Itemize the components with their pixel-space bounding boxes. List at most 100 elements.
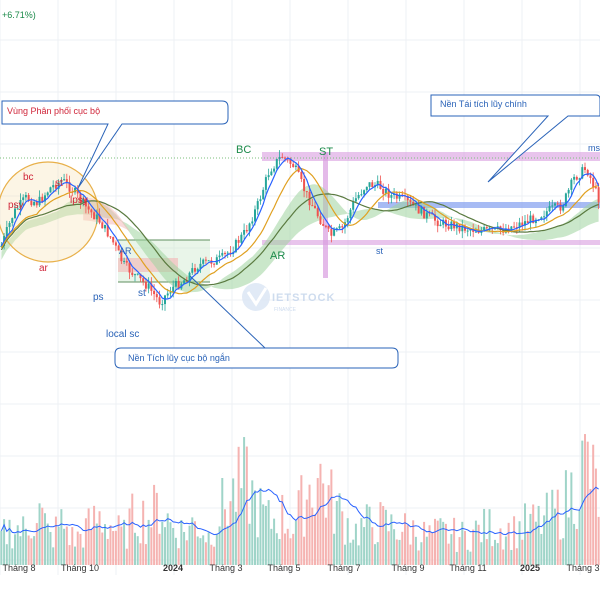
volume-bar [480,542,483,565]
volume-bar [84,518,87,565]
volume-bar [245,446,248,565]
volume-bar [38,503,41,565]
volume-bar [93,505,96,565]
candle-body [177,280,180,289]
volume-bar [139,543,142,565]
candle-body [237,239,240,243]
volume-bar [123,519,126,565]
volume-bar [510,549,513,565]
volume-bar [384,509,387,565]
candle-body [264,177,267,190]
candle-body [95,214,98,220]
volume-bar [221,478,224,565]
candle-body [513,226,516,228]
volume-bar [204,542,207,565]
candle-body [316,208,319,217]
volume-bar [164,527,166,565]
volume-bar [264,505,267,565]
volume-bar [447,543,450,565]
volume-bar [524,503,526,565]
volume-bar [54,516,57,565]
candle-body [406,195,409,201]
volume-bar [202,535,205,565]
volume-bar [316,478,319,565]
volume-bar [60,509,63,565]
volume-bar [346,518,349,565]
candle-body [434,214,436,221]
watermark-text: IETSTOCK [272,292,335,304]
volume-bar [284,533,286,565]
volume-bar [540,533,543,565]
volume-bar [180,520,183,565]
volume-bar [311,507,314,565]
volume-bar [592,444,595,565]
callout-short-accumulation-text: Nền Tích lũy cục bộ ngắn [128,353,230,363]
volume-bar [573,523,576,565]
candle-body [254,209,256,222]
candle-body [562,206,565,211]
label-AR: AR [270,250,285,262]
candle-body [474,231,477,233]
volume-bar [196,536,199,565]
volume-bar [570,472,573,565]
candle-body [551,205,554,207]
label-BC: BC [236,144,251,156]
candle-body [161,304,164,306]
candle-body [436,220,439,227]
volume-bar [360,518,363,565]
volume-bar [491,546,494,565]
candle-body [300,171,303,180]
candle-body [144,281,147,289]
candle-body [322,224,325,226]
volume-bar [259,487,262,565]
candle-body [398,194,401,199]
volume-bar [308,484,311,565]
volume-bar [469,551,472,565]
candle-body [273,168,276,172]
volume-bar [213,546,216,565]
volume-bar [161,521,164,565]
candle-body [344,222,346,228]
candle-body [142,278,145,282]
label-bc: bc [23,172,34,183]
ma-mid-line [0,167,599,295]
volume-bar [35,523,38,565]
volume-bar [33,536,36,565]
candle-body [324,225,327,227]
volume-bar [483,508,486,565]
candle-body [592,177,595,188]
candle-body [357,194,360,199]
candle-body [164,295,166,305]
volume-bar [442,521,445,565]
candle-body [251,221,254,224]
candle-body [174,280,177,287]
candle-body [524,221,526,226]
volume-bar [409,544,412,565]
volume-bar [278,539,281,565]
candle-body [169,292,172,294]
x-tick-label: Tháng 10 [61,563,99,573]
volume-bar [322,483,325,565]
candle-body [586,169,589,176]
candle-body [270,171,273,176]
volume-bar [499,528,502,565]
candle-body [63,179,66,181]
candle-body [0,245,3,247]
volume-bar [297,490,300,565]
label-psy: psy [8,200,24,211]
candle-body [548,206,551,212]
candle-body [14,208,16,219]
volume-bar [526,530,529,565]
volume-bar [515,548,518,565]
volume-bar [41,507,44,565]
candle-body [303,179,306,192]
volume-ma-line [0,486,599,536]
volume-bar [128,508,131,565]
volume-bar [232,478,235,565]
candle-body [376,180,379,186]
candle-body [575,176,578,180]
ichimoku-cloud-bearish [83,197,130,232]
label-ps: ps [93,292,104,303]
volume-bar [87,508,90,565]
candle-body [327,225,330,229]
